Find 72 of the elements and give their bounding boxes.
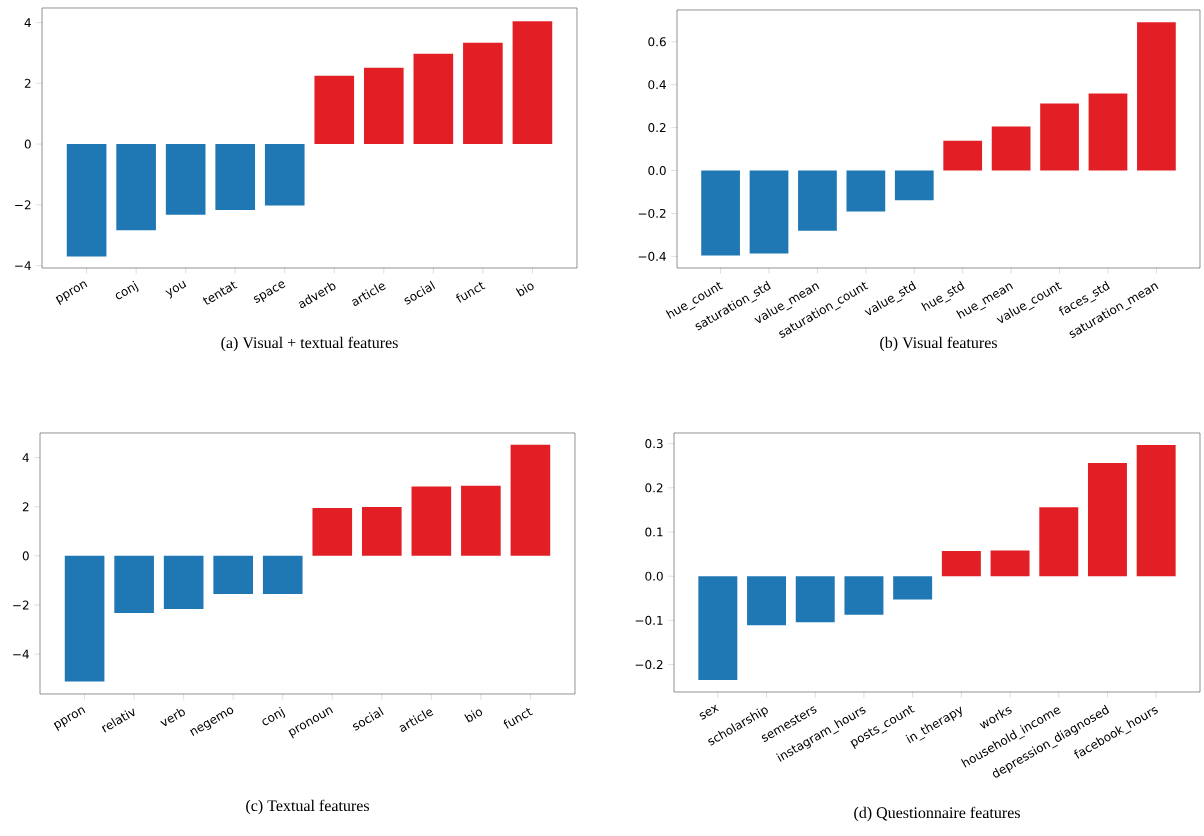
bar xyxy=(894,170,934,201)
bar xyxy=(1137,22,1176,171)
bar xyxy=(990,550,1030,577)
text: (c) Textual features xyxy=(246,799,370,815)
bar xyxy=(312,507,353,556)
bar xyxy=(361,506,402,556)
y-tick-label: 4 xyxy=(24,18,31,27)
y-tick-label: 0.6 xyxy=(648,37,666,47)
y-tick-label: 0 xyxy=(24,139,31,149)
x-tick-label: verb xyxy=(160,708,185,727)
y-tick-label: 2 xyxy=(22,502,29,512)
bar xyxy=(510,444,551,556)
bar xyxy=(363,67,404,145)
bar xyxy=(844,576,884,615)
bar xyxy=(846,170,886,212)
bar xyxy=(941,551,981,577)
bar xyxy=(264,144,305,206)
x-tick-label: conj xyxy=(262,706,286,726)
x-tick-label: bio xyxy=(464,709,483,723)
y-tick-label: −0.2 xyxy=(638,208,666,219)
y-tick-label: 2 xyxy=(24,78,31,88)
bar xyxy=(215,144,256,210)
bar xyxy=(698,576,738,681)
text: (b) Visual features xyxy=(880,336,997,352)
bar xyxy=(116,144,156,231)
y-tick-label: −0.4 xyxy=(638,251,666,261)
bar xyxy=(1040,103,1079,171)
bar xyxy=(701,170,740,256)
bar xyxy=(991,126,1031,171)
bar xyxy=(747,576,787,626)
y-tick-label: 0.2 xyxy=(645,483,663,493)
y-tick-label: 0.0 xyxy=(645,571,663,581)
bar xyxy=(943,140,983,171)
bar xyxy=(114,555,154,613)
bar xyxy=(1087,463,1127,577)
bar xyxy=(798,170,837,231)
bar xyxy=(66,144,107,257)
bar xyxy=(795,576,835,623)
bar xyxy=(213,555,254,594)
y-tick-label: −0.1 xyxy=(635,615,663,625)
x-tick-label: bio xyxy=(515,283,534,297)
bar xyxy=(314,75,355,145)
bar xyxy=(1088,93,1128,171)
x-tick-label: conj xyxy=(115,280,139,300)
bar xyxy=(163,555,204,609)
y-tick-label: −4 xyxy=(15,261,31,270)
bar xyxy=(165,144,206,215)
bar xyxy=(512,21,553,145)
x-tick-label: you xyxy=(165,280,187,299)
bar xyxy=(893,576,933,600)
y-tick-label: 0.4 xyxy=(648,80,666,90)
text: (d) Questionnaire features xyxy=(854,806,1020,822)
y-tick-label: 0.2 xyxy=(648,123,666,133)
bar xyxy=(413,53,454,145)
bar xyxy=(461,485,501,556)
y-tick-label: −0.2 xyxy=(635,660,663,670)
y-tick-label: −2 xyxy=(13,600,29,610)
y-tick-label: 0.3 xyxy=(645,439,663,449)
bar xyxy=(64,555,105,682)
bar xyxy=(1039,507,1079,577)
y-tick-label: −4 xyxy=(13,649,29,659)
y-tick-label: −2 xyxy=(15,200,31,210)
y-tick-label: 0 xyxy=(22,551,29,561)
y-tick-label: 0.0 xyxy=(648,166,666,176)
bar xyxy=(749,170,789,254)
bar xyxy=(463,42,503,145)
bar xyxy=(1136,444,1176,577)
bar xyxy=(411,486,452,556)
text: (a) Visual + textual features xyxy=(221,336,398,352)
y-tick-label: 4 xyxy=(22,453,29,462)
bar xyxy=(262,555,303,594)
y-tick-label: 0.1 xyxy=(645,527,663,537)
